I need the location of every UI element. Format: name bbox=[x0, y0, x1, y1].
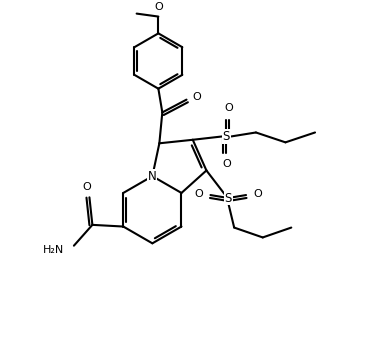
Text: O: O bbox=[222, 159, 231, 169]
Text: O: O bbox=[193, 92, 201, 102]
Text: O: O bbox=[224, 103, 233, 113]
Text: S: S bbox=[223, 130, 230, 143]
Text: O: O bbox=[82, 182, 91, 193]
Text: H₂N: H₂N bbox=[43, 245, 64, 254]
Text: N: N bbox=[148, 170, 157, 183]
Text: O: O bbox=[253, 189, 262, 199]
Text: O: O bbox=[195, 189, 203, 199]
Text: S: S bbox=[225, 191, 232, 205]
Text: O: O bbox=[154, 2, 163, 12]
